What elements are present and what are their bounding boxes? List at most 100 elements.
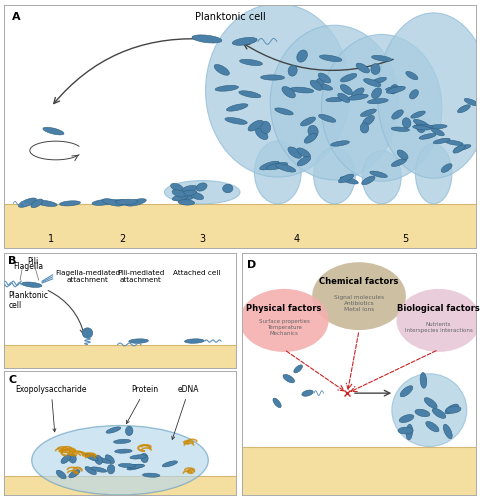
Ellipse shape xyxy=(402,118,411,128)
Ellipse shape xyxy=(191,192,204,200)
Text: Physical factors: Physical factors xyxy=(246,304,322,313)
Ellipse shape xyxy=(115,449,132,453)
Ellipse shape xyxy=(411,111,425,118)
Ellipse shape xyxy=(290,87,314,93)
Ellipse shape xyxy=(351,88,364,98)
Ellipse shape xyxy=(397,150,408,160)
Ellipse shape xyxy=(102,198,122,206)
Text: Biological factors: Biological factors xyxy=(397,304,480,313)
Ellipse shape xyxy=(254,141,301,204)
Ellipse shape xyxy=(172,190,185,197)
Text: Nutrients
Interspecies interactions: Nutrients Interspecies interactions xyxy=(405,322,472,333)
Text: C: C xyxy=(9,374,17,384)
Ellipse shape xyxy=(406,72,418,80)
Ellipse shape xyxy=(43,128,64,135)
Ellipse shape xyxy=(223,184,233,192)
Ellipse shape xyxy=(196,183,207,191)
Ellipse shape xyxy=(464,98,479,106)
Ellipse shape xyxy=(288,66,297,76)
Ellipse shape xyxy=(444,424,452,438)
Ellipse shape xyxy=(302,390,313,396)
Ellipse shape xyxy=(377,13,480,178)
Ellipse shape xyxy=(361,176,375,185)
Ellipse shape xyxy=(297,156,311,166)
Bar xyxy=(4,476,236,495)
Ellipse shape xyxy=(143,473,160,477)
Ellipse shape xyxy=(276,164,296,172)
Ellipse shape xyxy=(340,84,352,94)
Ellipse shape xyxy=(391,158,407,166)
Ellipse shape xyxy=(240,60,263,66)
Ellipse shape xyxy=(416,122,425,132)
Ellipse shape xyxy=(82,328,93,338)
Ellipse shape xyxy=(239,91,261,98)
Text: 4: 4 xyxy=(294,234,300,244)
Ellipse shape xyxy=(400,386,413,397)
Ellipse shape xyxy=(362,150,401,204)
Ellipse shape xyxy=(406,424,413,440)
Ellipse shape xyxy=(414,124,432,128)
Ellipse shape xyxy=(445,404,458,414)
Ellipse shape xyxy=(91,467,107,472)
Ellipse shape xyxy=(308,126,318,138)
Ellipse shape xyxy=(128,464,144,468)
Ellipse shape xyxy=(455,144,471,150)
Ellipse shape xyxy=(95,455,102,464)
Ellipse shape xyxy=(192,35,222,43)
Text: eDNA: eDNA xyxy=(172,385,200,440)
Ellipse shape xyxy=(36,200,57,206)
Ellipse shape xyxy=(363,78,381,86)
Ellipse shape xyxy=(266,162,288,170)
Ellipse shape xyxy=(165,180,240,204)
Ellipse shape xyxy=(304,134,317,143)
Ellipse shape xyxy=(273,398,281,407)
Ellipse shape xyxy=(182,186,197,192)
Ellipse shape xyxy=(312,262,406,330)
Text: 2: 2 xyxy=(119,234,125,244)
Ellipse shape xyxy=(319,114,336,122)
Text: Signal molecules
Antibiotics
Metal ions: Signal molecules Antibiotics Metal ions xyxy=(334,295,384,312)
Ellipse shape xyxy=(85,466,96,474)
Ellipse shape xyxy=(125,426,133,436)
Ellipse shape xyxy=(162,461,178,467)
Ellipse shape xyxy=(127,464,143,470)
Ellipse shape xyxy=(113,440,131,444)
Ellipse shape xyxy=(416,144,452,204)
Ellipse shape xyxy=(348,94,368,100)
Text: 1: 1 xyxy=(48,234,54,244)
Ellipse shape xyxy=(170,184,183,191)
Ellipse shape xyxy=(184,339,204,344)
Ellipse shape xyxy=(419,134,436,139)
Text: B: B xyxy=(9,256,17,266)
Ellipse shape xyxy=(390,84,398,94)
Ellipse shape xyxy=(312,82,333,90)
Ellipse shape xyxy=(61,455,71,464)
Ellipse shape xyxy=(232,38,257,46)
Ellipse shape xyxy=(391,127,409,132)
Ellipse shape xyxy=(340,177,358,184)
Ellipse shape xyxy=(126,198,146,206)
Text: Surface properties
Temperature
Mechanics: Surface properties Temperature Mechanics xyxy=(259,320,310,336)
Ellipse shape xyxy=(322,34,442,181)
Ellipse shape xyxy=(60,201,81,206)
Ellipse shape xyxy=(130,454,147,459)
Ellipse shape xyxy=(108,464,115,474)
Ellipse shape xyxy=(331,141,349,146)
Ellipse shape xyxy=(172,194,188,201)
Ellipse shape xyxy=(69,454,76,463)
Ellipse shape xyxy=(433,138,450,144)
Text: Planktonic
cell: Planktonic cell xyxy=(9,291,48,310)
Ellipse shape xyxy=(115,199,138,204)
Ellipse shape xyxy=(445,140,463,145)
Ellipse shape xyxy=(129,339,148,344)
Ellipse shape xyxy=(310,80,322,90)
Ellipse shape xyxy=(260,121,271,134)
Ellipse shape xyxy=(338,174,354,183)
Ellipse shape xyxy=(240,289,329,352)
Ellipse shape xyxy=(314,78,325,88)
Text: Planktonic cell: Planktonic cell xyxy=(195,12,266,22)
Ellipse shape xyxy=(119,464,136,468)
Ellipse shape xyxy=(105,455,114,464)
Ellipse shape xyxy=(420,372,427,388)
Ellipse shape xyxy=(255,128,268,140)
